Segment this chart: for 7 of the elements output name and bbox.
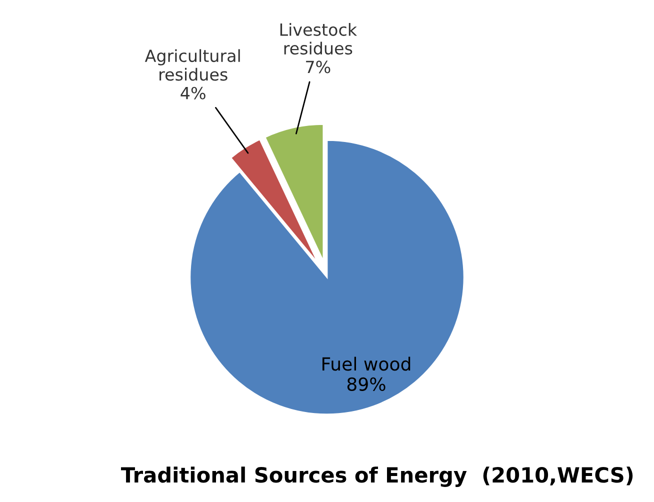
- data-label: 7%: [306, 60, 330, 74]
- text: Traditional Sources of Energy (2010,WECS): [121, 466, 633, 487]
- slice-label: Livestock residues: [280, 23, 357, 55]
- data-label: 89%: [347, 377, 386, 391]
- slice-label: Fuel wood: [322, 356, 410, 371]
- slice-label: Agricultural residues: [144, 49, 240, 81]
- data-label: 4%: [180, 86, 206, 100]
